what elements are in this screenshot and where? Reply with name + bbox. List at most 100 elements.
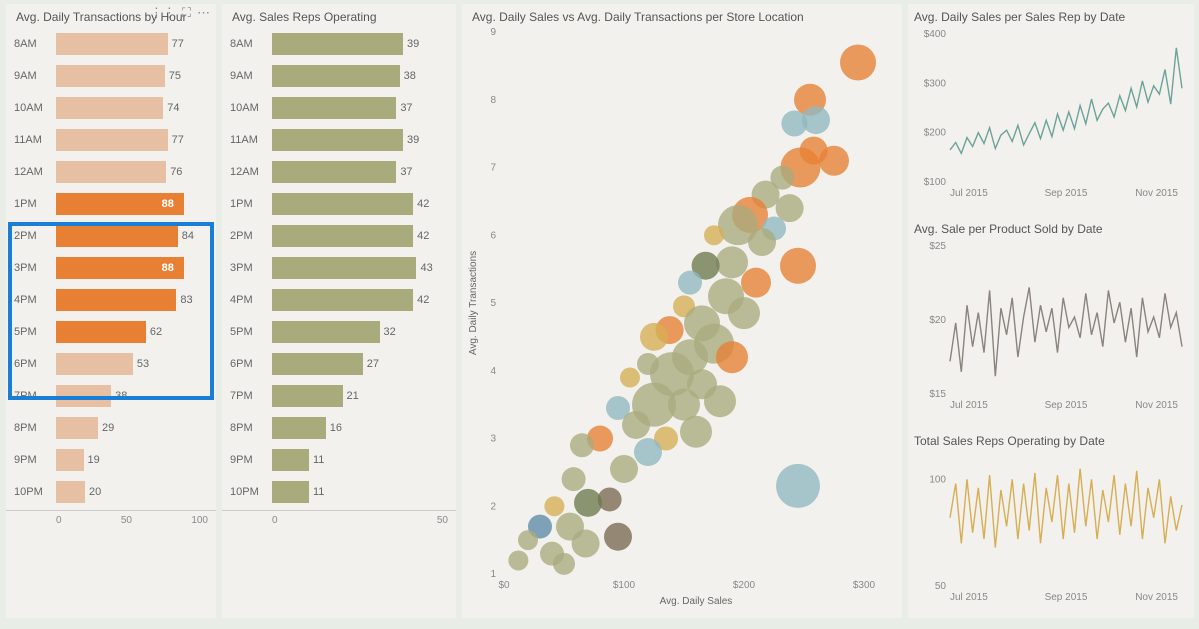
svg-text:9: 9 <box>490 27 496 38</box>
scatter-point[interactable] <box>776 464 820 508</box>
bar-row[interactable]: 10AM74 <box>14 94 208 121</box>
bar-row[interactable]: 3PM88 <box>14 254 208 281</box>
bar-value: 53 <box>137 358 149 370</box>
scatter-point[interactable] <box>728 297 760 329</box>
scatter-point[interactable] <box>604 523 632 551</box>
scatter-point[interactable] <box>622 411 650 439</box>
bar-fill <box>56 353 133 375</box>
bar-value: 29 <box>102 422 114 434</box>
scatter-point[interactable] <box>574 489 602 517</box>
bar-value: 37 <box>400 166 412 178</box>
scatter-point[interactable] <box>508 550 528 570</box>
bar-row[interactable]: 1PM42 <box>230 190 448 217</box>
bar-value: 11 <box>313 454 324 466</box>
bar-row[interactable]: 8AM39 <box>230 30 448 57</box>
bar-row[interactable]: 12AM76 <box>14 158 208 185</box>
svg-text:50: 50 <box>935 581 947 592</box>
scatter-point[interactable] <box>680 416 712 448</box>
bar-value: 39 <box>407 134 419 146</box>
bar-row[interactable]: 4PM83 <box>14 286 208 313</box>
bar-fill <box>272 97 396 119</box>
scatter-point[interactable] <box>781 110 807 136</box>
scatter-point[interactable] <box>620 368 640 388</box>
scatter-point[interactable] <box>780 248 816 284</box>
bar-row[interactable]: 11AM77 <box>14 126 208 153</box>
bar-row[interactable]: 1PM88 <box>14 190 208 217</box>
svg-text:Sep 2015: Sep 2015 <box>1045 592 1088 603</box>
scatter-point[interactable] <box>518 530 538 550</box>
bar-row[interactable]: 6PM27 <box>230 350 448 377</box>
bar-row[interactable]: 10PM20 <box>14 478 208 505</box>
scatter-point[interactable] <box>748 228 776 256</box>
svg-text:$15: $15 <box>929 389 946 400</box>
scatter-point[interactable] <box>716 341 748 373</box>
axis-tick: 0 <box>272 515 278 526</box>
bar-row[interactable]: 9PM19 <box>14 446 208 473</box>
bar-row[interactable]: 4PM42 <box>230 286 448 313</box>
scatter-point[interactable] <box>741 268 771 298</box>
scatter-point[interactable] <box>570 433 594 457</box>
bar-row[interactable]: 11AM 39 <box>230 126 448 153</box>
bar-row[interactable]: 2PM84 <box>14 222 208 249</box>
bar-category: 4PM <box>14 294 56 306</box>
scatter-point[interactable] <box>819 146 849 176</box>
bar-value: 39 <box>407 38 419 50</box>
bar-row[interactable]: 5PM62 <box>14 318 208 345</box>
scatter-point[interactable] <box>610 455 638 483</box>
svg-text:$400: $400 <box>924 30 947 40</box>
bar-fill <box>272 33 403 55</box>
bar-row[interactable]: 8PM16 <box>230 414 448 441</box>
spark1-chart[interactable]: $100$200$300$400Jul 2015Sep 2015Nov 2015 <box>914 30 1188 200</box>
scatter-point[interactable] <box>678 271 702 295</box>
bar-row[interactable]: 5PM32 <box>230 318 448 345</box>
bar-row[interactable]: 9PM11 <box>230 446 448 473</box>
spark2-block: Avg. Sale per Product Sold by Date $15$2… <box>914 222 1188 417</box>
bar-category: 12AM <box>230 166 272 178</box>
scatter-point[interactable] <box>544 496 564 516</box>
scatter-point[interactable] <box>840 44 876 80</box>
bar-row[interactable]: 9AM38 <box>230 62 448 89</box>
svg-text:100: 100 <box>929 474 946 485</box>
chart1-bars[interactable]: 8AM77 9AM75 10AM74 11AM77 12AM76 1PM88 2PM84 3P… <box>6 26 216 505</box>
spark3-chart[interactable]: 50100Jul 2015Sep 2015Nov 2015 <box>914 454 1188 604</box>
spark2-title: Avg. Sale per Product Sold by Date <box>914 222 1188 236</box>
scatter-point[interactable] <box>553 553 575 575</box>
bar-row[interactable]: 8AM77 <box>14 30 208 57</box>
bar-value: 37 <box>400 102 412 114</box>
scatter-point[interactable] <box>640 323 668 351</box>
bar-row[interactable]: 2PM42 <box>230 222 448 249</box>
scatter-point[interactable] <box>572 530 600 558</box>
chart2-bars[interactable]: 8AM39 9AM38 10AM37 11AM 39 12AM 37 1PM42 2PM42 3P… <box>222 26 456 505</box>
scatter-point[interactable] <box>704 385 736 417</box>
bar-row[interactable]: 7PM21 <box>230 382 448 409</box>
grip-icon[interactable]: ⋮⋮ <box>150 6 176 19</box>
bar-row[interactable]: 10AM37 <box>230 94 448 121</box>
bar-value: 43 <box>420 262 432 274</box>
bar-row[interactable]: 6PM53 <box>14 350 208 377</box>
scatter-point[interactable] <box>716 246 748 278</box>
scatter-point[interactable] <box>704 225 724 245</box>
bar-category: 5PM <box>14 326 56 338</box>
scatter-plot[interactable]: 123456789$0$100$200$300Avg. Daily SalesA… <box>462 26 902 616</box>
bar-value: 32 <box>384 326 396 338</box>
spark2-chart[interactable]: $15$20$25Jul 2015Sep 2015Nov 2015 <box>914 242 1188 412</box>
more-icon[interactable]: ⋯ <box>197 6 210 19</box>
focus-icon[interactable]: ⛶ <box>182 6 191 19</box>
bar-row[interactable]: 8PM 29 <box>14 414 208 441</box>
bar-category: 8PM <box>14 422 56 434</box>
scatter-point[interactable] <box>634 438 662 466</box>
bar-value: 38 <box>404 70 416 82</box>
bar-row[interactable]: 10PM11 <box>230 478 448 505</box>
bar-row[interactable]: 3PM43 <box>230 254 448 281</box>
scatter-point[interactable] <box>776 194 804 222</box>
spark3-title: Total Sales Reps Operating by Date <box>914 434 1188 448</box>
spark1-title: Avg. Daily Sales per Sales Rep by Date <box>914 10 1188 24</box>
svg-text:$25: $25 <box>929 242 946 252</box>
bar-row[interactable]: 12AM 37 <box>230 158 448 185</box>
svg-text:$300: $300 <box>853 580 876 591</box>
bar-row[interactable]: 7PM38 <box>14 382 208 409</box>
bar-category: 11AM <box>230 134 272 146</box>
scatter-point[interactable] <box>562 467 586 491</box>
axis-tick: 50 <box>121 515 132 526</box>
bar-row[interactable]: 9AM75 <box>14 62 208 89</box>
